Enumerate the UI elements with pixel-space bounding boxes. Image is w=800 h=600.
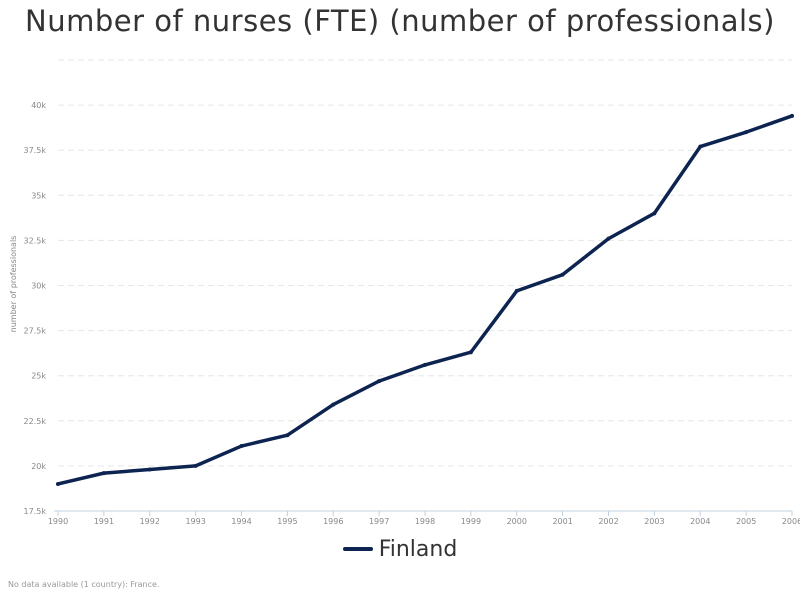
y-axis-ticks: 17.5k 20k 22.5k 25k 27.5k 30k 32.5k 35k 37.5k 40k xyxy=(24,101,47,516)
y-tick-label: 27.5k xyxy=(24,327,47,336)
x-tick-label: 1995 xyxy=(277,517,297,526)
x-tick-label: 2002 xyxy=(598,517,618,526)
grid-lines xyxy=(58,59,792,512)
data-point[interactable] xyxy=(147,467,152,472)
x-tick-label: 1999 xyxy=(461,517,481,526)
y-tick-label: 32.5k xyxy=(24,236,47,245)
x-tick-label: 2003 xyxy=(644,517,664,526)
legend-item-finland[interactable]: Finland xyxy=(342,536,458,562)
data-point[interactable] xyxy=(239,444,244,449)
x-tick-label: 2000 xyxy=(507,517,527,526)
y-tick-label: 17.5k xyxy=(24,507,47,516)
data-point[interactable] xyxy=(377,379,382,384)
x-tick-label: 1992 xyxy=(140,517,160,526)
data-point[interactable] xyxy=(606,236,611,241)
data-point[interactable] xyxy=(514,288,519,293)
x-tick-label: 1997 xyxy=(369,517,389,526)
x-tick-label: 2006 xyxy=(782,517,800,526)
legend: Finland xyxy=(0,536,800,562)
x-tick-label: 1993 xyxy=(185,517,205,526)
x-axis-ticks: 1990 1991 1992 1993 1994 1995 1996 1997 1998 1999… xyxy=(48,511,800,526)
data-point[interactable] xyxy=(698,144,703,149)
series-line-finland[interactable] xyxy=(56,114,794,486)
x-tick-label: 2004 xyxy=(690,517,710,526)
data-point[interactable] xyxy=(285,433,290,438)
data-point[interactable] xyxy=(56,481,60,486)
x-tick-label: 1991 xyxy=(94,517,114,526)
footnote: No data available (1 country): France. xyxy=(8,580,160,589)
y-tick-label: 25k xyxy=(31,372,46,381)
x-tick-label: 1994 xyxy=(231,517,251,526)
data-point[interactable] xyxy=(331,402,336,407)
y-tick-label: 20k xyxy=(31,462,46,471)
data-point[interactable] xyxy=(652,211,657,216)
legend-swatch xyxy=(342,547,373,551)
data-point[interactable] xyxy=(468,350,473,355)
y-tick-label: 37.5k xyxy=(24,146,47,155)
chart-title: Number of nurses (FTE) (number of profes… xyxy=(25,4,775,38)
y-axis-label: number of professionals xyxy=(9,236,18,333)
data-point[interactable] xyxy=(560,272,565,277)
x-tick-label: 2001 xyxy=(552,517,572,526)
x-tick-label: 1990 xyxy=(48,517,68,526)
data-point[interactable] xyxy=(744,130,749,135)
x-tick-label: 1996 xyxy=(323,517,343,526)
y-tick-label: 22.5k xyxy=(24,417,47,426)
legend-label: Finland xyxy=(378,536,458,562)
y-tick-label: 30k xyxy=(31,282,46,291)
series-group xyxy=(56,113,794,486)
x-tick-label: 1998 xyxy=(415,517,435,526)
y-tick-label: 35k xyxy=(31,191,46,200)
y-tick-label: 40k xyxy=(31,101,46,110)
data-point[interactable] xyxy=(101,471,106,476)
data-point[interactable] xyxy=(790,113,794,118)
data-point[interactable] xyxy=(423,362,427,367)
data-point[interactable] xyxy=(193,463,198,468)
x-tick-label: 2005 xyxy=(736,517,756,526)
